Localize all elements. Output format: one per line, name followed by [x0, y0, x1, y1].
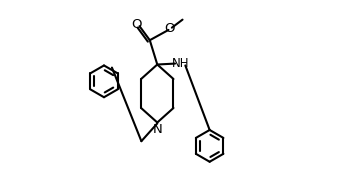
Text: O: O [165, 22, 175, 35]
Text: N: N [152, 123, 162, 137]
Text: O: O [131, 18, 142, 31]
Text: NH: NH [172, 57, 189, 70]
